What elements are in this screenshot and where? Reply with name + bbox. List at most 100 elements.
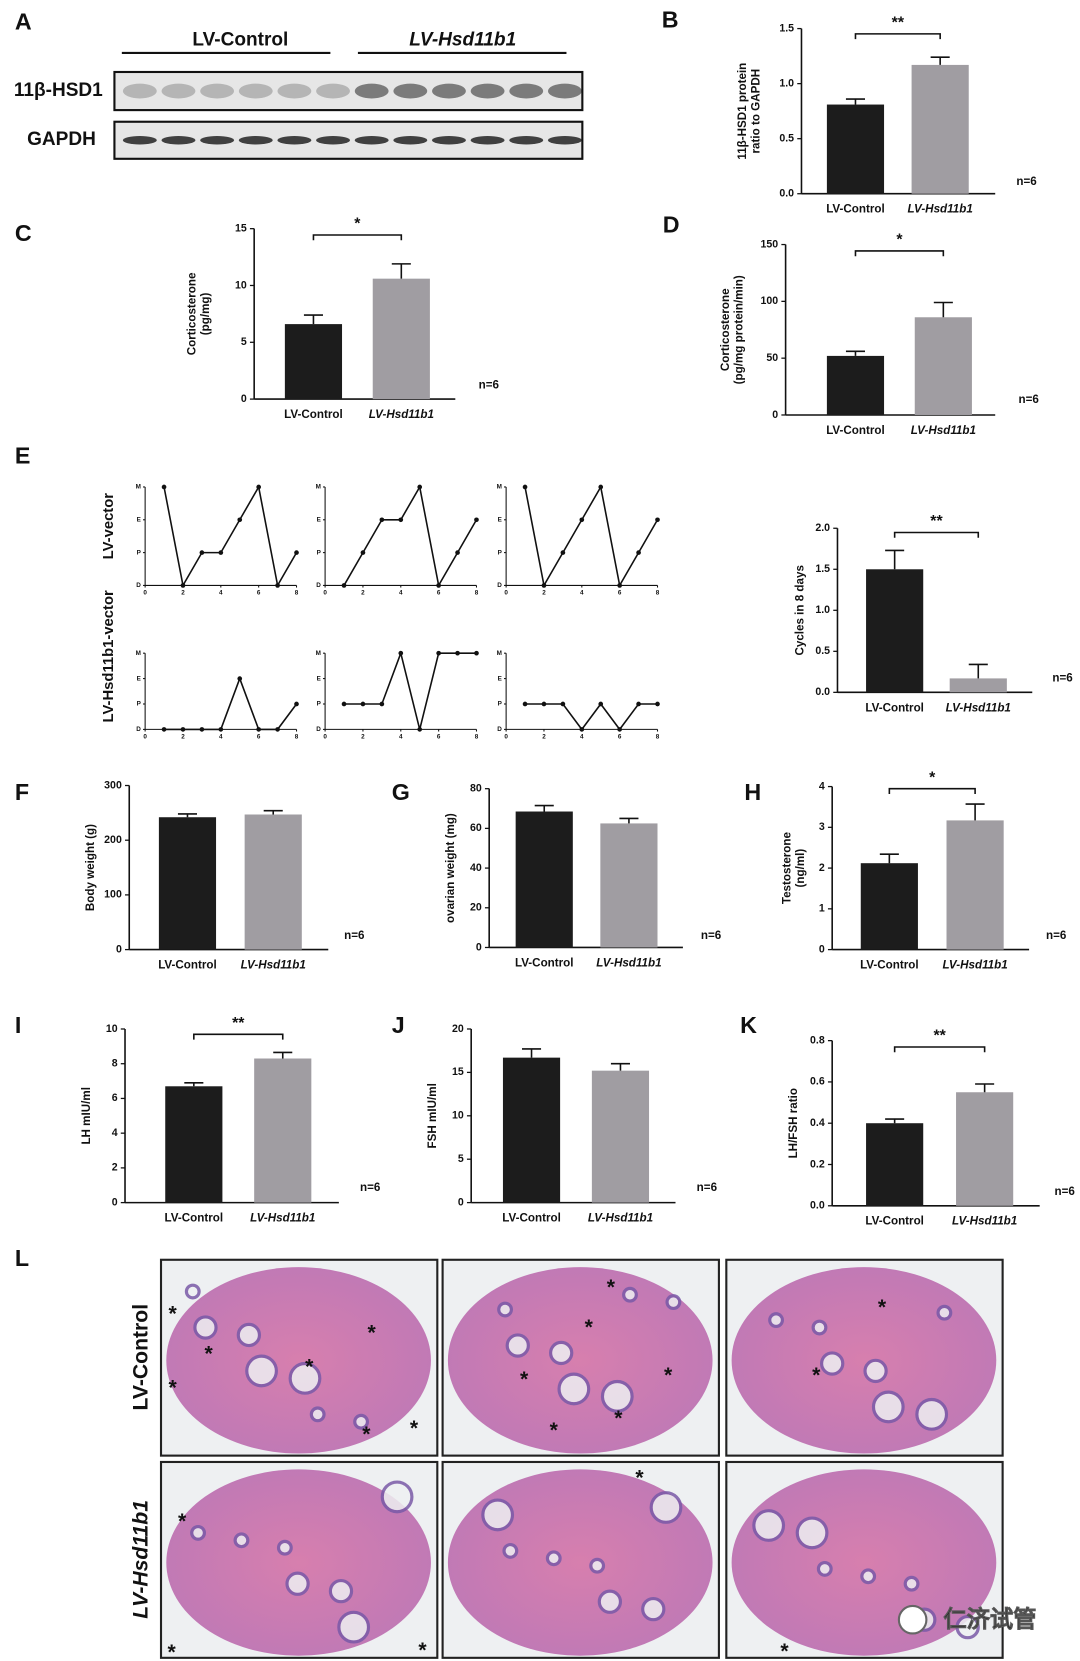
follicle <box>184 1283 201 1300</box>
y-tick-label: 10 <box>452 1110 464 1122</box>
blot-band <box>547 136 582 145</box>
y-axis-label: ratio to GAPDH <box>750 69 763 154</box>
cycle-point <box>294 550 299 555</box>
blot-band <box>470 83 505 99</box>
cycle-line <box>344 650 477 730</box>
y-tick-label: 0 <box>112 1196 118 1208</box>
cycle-point <box>522 701 528 707</box>
blot-band <box>316 83 350 99</box>
bar <box>946 820 1004 950</box>
y-tick-label: 2.0 <box>815 522 830 534</box>
y-tick-label: E <box>317 516 321 523</box>
x-tick-label: LV-Control <box>158 959 217 972</box>
cycle-point <box>417 484 423 490</box>
error-bar <box>845 98 866 105</box>
x-tick-label: 8 <box>475 590 479 597</box>
watermark: 仁济试管 <box>943 1606 1036 1632</box>
cycle-point <box>541 701 547 707</box>
y-tick-label: 10 <box>235 279 247 291</box>
significance: ** <box>232 1015 245 1032</box>
follicle <box>557 1372 591 1406</box>
x-tick-label: 8 <box>475 733 479 740</box>
cycle-point <box>379 701 385 707</box>
blot-band <box>277 136 312 145</box>
cycle-point <box>598 701 604 707</box>
row-label: GAPDH <box>27 129 96 150</box>
follicle <box>903 1575 920 1592</box>
x-tick-label: 0 <box>143 733 147 740</box>
cycle-point <box>455 650 460 656</box>
x-tick-label: 4 <box>580 590 584 597</box>
y-tick-label: E <box>137 516 141 523</box>
sample-size: n=6 <box>1054 1185 1075 1198</box>
x-tick-label: LV-Control <box>165 1212 224 1225</box>
significance: * <box>896 231 903 248</box>
error-bar <box>522 1048 542 1058</box>
tissue <box>447 1267 713 1454</box>
cycle-point <box>275 583 280 588</box>
sample-size: n=6 <box>701 929 722 942</box>
blot-band <box>393 83 428 99</box>
y-axis-label: (pg/mg protein/min) <box>733 275 746 384</box>
cycle-point <box>617 583 622 588</box>
cycle-point <box>341 701 347 707</box>
y-tick-label: 0.0 <box>810 1200 825 1212</box>
group-label: LV-Control <box>192 29 288 50</box>
y-tick-label: 100 <box>761 295 779 307</box>
y-tick-label: 4 <box>819 780 825 792</box>
tissue <box>166 1267 431 1454</box>
follicle <box>545 1550 562 1567</box>
x-tick-label: 2 <box>361 733 365 740</box>
sample-size: n=6 <box>344 929 365 942</box>
y-tick-label: M <box>136 484 141 491</box>
y-tick-label: P <box>498 549 503 556</box>
x-tick-label: 2 <box>361 590 365 597</box>
x-tick-label: LV-Control <box>826 424 885 437</box>
asterisk: * <box>410 1417 419 1440</box>
cycle-line <box>164 676 298 731</box>
follicle <box>380 1480 414 1514</box>
x-tick-label: 8 <box>295 590 299 597</box>
significance: * <box>929 769 936 786</box>
panel-label: F <box>15 779 29 805</box>
y-tick-label: 100 <box>104 889 122 901</box>
error-bar <box>534 804 554 812</box>
cycle-point <box>560 701 566 707</box>
y-tick-label: 150 <box>761 238 779 250</box>
blot-band <box>316 136 350 145</box>
row-label: LV-Control <box>130 1304 153 1411</box>
follicle <box>276 1539 293 1556</box>
follicle <box>752 1509 786 1542</box>
y-tick-label: 0.5 <box>779 132 794 144</box>
y-tick-label: 8 <box>112 1058 118 1070</box>
asterisk: * <box>607 1276 616 1299</box>
asterisk: * <box>362 1423 371 1446</box>
watermark-icon <box>897 1604 928 1635</box>
x-tick-label: LV-Control <box>865 701 924 714</box>
y-tick-label: 0.5 <box>815 645 830 657</box>
asterisk: * <box>178 1510 187 1533</box>
x-tick-label: LV-Control <box>502 1212 561 1225</box>
cycle-point <box>237 676 243 681</box>
x-tick-label: LV-Hsd11b1 <box>588 1212 653 1225</box>
y-tick-label: 1.5 <box>815 563 830 575</box>
follicle <box>820 1351 845 1376</box>
cycle-point <box>417 727 423 732</box>
panel-label: A <box>15 8 32 34</box>
sample-size: n=6 <box>1052 672 1073 685</box>
follicle <box>236 1322 262 1348</box>
y-tick-label: 0 <box>819 943 825 955</box>
cycle-point <box>455 550 460 555</box>
follicle <box>245 1354 278 1388</box>
asterisk: * <box>418 1639 427 1661</box>
error-bar <box>263 809 283 815</box>
sample-size: n=6 <box>1046 929 1067 942</box>
follicle <box>860 1568 877 1585</box>
y-tick-label: M <box>136 650 141 657</box>
error-bar <box>965 803 985 821</box>
panel-label: D <box>663 212 680 238</box>
significance-bracket <box>854 250 945 257</box>
bar <box>949 678 1007 693</box>
blot-band <box>161 83 196 99</box>
y-tick-label: 2 <box>112 1162 118 1174</box>
